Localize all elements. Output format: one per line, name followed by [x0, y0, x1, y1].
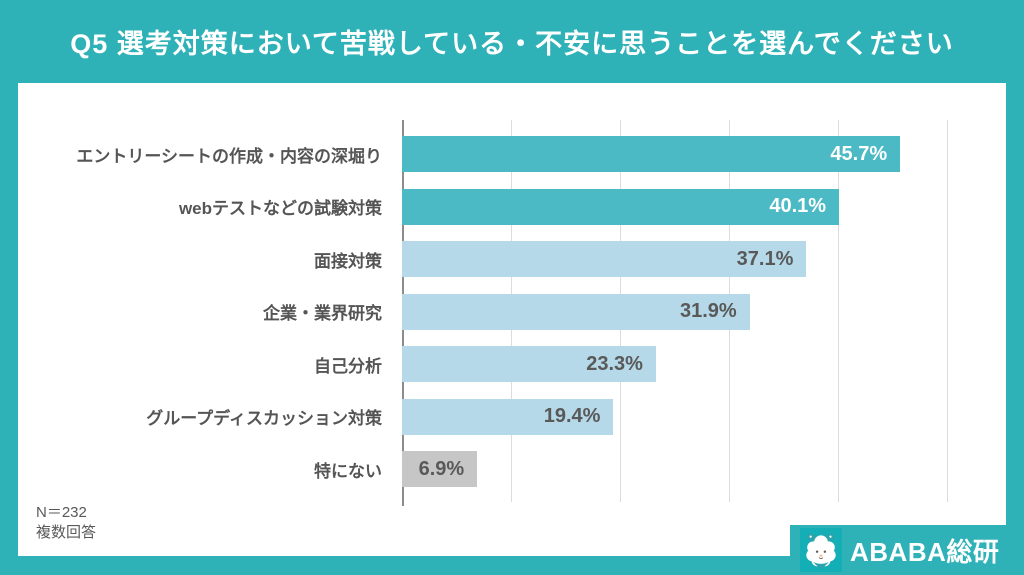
bar-value-label: 31.9%	[679, 300, 737, 323]
answer-type-label: 複数回答	[36, 524, 97, 542]
category-label: エントリーシートの作成・内容の深堀り	[76, 146, 382, 166]
gridline	[838, 120, 839, 502]
chart-row: webテストなどの試験対策 40.1%	[18, 181, 1006, 234]
bar: 6.9%	[402, 451, 478, 488]
logo-block: ABABA総研	[790, 525, 1024, 575]
bar-value-label: 40.1%	[769, 195, 827, 218]
category-label: webテストなどの試験対策	[178, 199, 382, 219]
chart-title: Q5 選考対策において苦戦している・不安に思うことを選んでください	[70, 29, 954, 59]
chart-row: 特にない 6.9%	[18, 443, 1006, 496]
bar: 31.9%	[402, 293, 750, 330]
chart-row: 企業・業界研究 31.9%	[18, 286, 1006, 339]
logo-text: ABABA総研	[850, 536, 1000, 567]
chart-card: エントリーシートの作成・内容の深堀り 45.7% webテストなどの試験対策 40.1…	[18, 83, 1006, 556]
chart-row: エントリーシートの作成・内容の深堀り 45.7%	[18, 128, 1006, 181]
footnote: N＝232 複数回答	[36, 503, 96, 544]
alpaca-icon	[800, 528, 842, 572]
category-label: グループディスカッション対策	[146, 409, 382, 429]
bar-value-label: 6.9%	[418, 457, 465, 480]
category-label: 自己分析	[314, 356, 382, 376]
bar-value-label: 19.4%	[543, 405, 601, 428]
chart-row: 自己分析 23.3%	[18, 338, 1006, 391]
category-label: 特にない	[314, 461, 382, 481]
sample-size-label: N＝232	[36, 504, 87, 521]
chart-row: 面接対策 37.1%	[18, 233, 1006, 286]
bar-value-label: 45.7%	[830, 142, 888, 165]
category-label: 企業・業界研究	[263, 304, 382, 324]
bar-value-label: 37.1%	[736, 247, 794, 270]
bar: 45.7%	[402, 136, 901, 173]
bar: 37.1%	[402, 241, 807, 278]
chart-rows: エントリーシートの作成・内容の深堀り 45.7% webテストなどの試験対策 40.1…	[18, 128, 1006, 496]
bar-value-label: 23.3%	[586, 352, 643, 375]
category-label: 面接対策	[314, 251, 382, 271]
gridline	[947, 120, 948, 502]
bar: 23.3%	[402, 346, 656, 383]
bar: 19.4%	[402, 398, 614, 435]
bar: 40.1%	[402, 188, 840, 225]
chart-row: グループディスカッション対策 19.4%	[18, 391, 1006, 444]
